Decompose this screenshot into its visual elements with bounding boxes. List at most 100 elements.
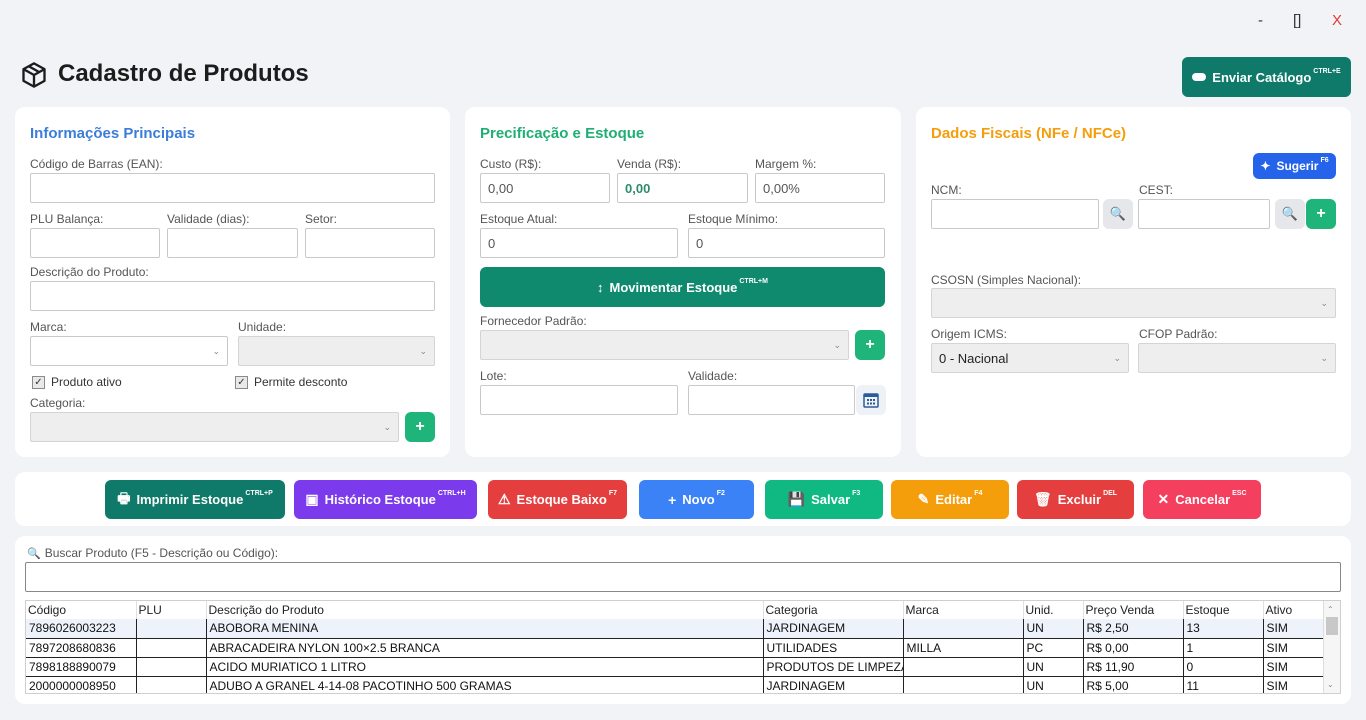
suggest-button[interactable]: ✦ Sugerir F6 xyxy=(1253,153,1336,179)
search-label-text: Buscar Produto (F5 - Descrição ou Código… xyxy=(44,546,279,560)
action-button-7[interactable]: 🗑 Excluir DEL xyxy=(1017,480,1134,519)
action-button-6[interactable]: ✎ Editar F4 xyxy=(891,480,1009,519)
table-row[interactable]: 2000000008950 ADUBO A GRANEL 4-14-08 PACO… xyxy=(26,676,1325,693)
table-row[interactable]: 7898188890079 ACIDO MURIATICO 1 LITRO PROD… xyxy=(26,657,1325,677)
allow-discount-checkbox[interactable]: ✓ Permite desconto xyxy=(235,375,347,389)
cest-input[interactable] xyxy=(1138,199,1270,229)
table-cell xyxy=(903,619,1024,639)
price-input[interactable]: 0,00 xyxy=(617,173,748,203)
brand-select[interactable]: ⌄ xyxy=(30,336,228,366)
table-cell: SIM xyxy=(1263,676,1325,693)
plus-icon: + xyxy=(1316,205,1326,222)
column-header[interactable]: Preço Venda xyxy=(1083,601,1184,619)
column-header[interactable]: Ativo xyxy=(1263,601,1325,619)
category-label: Categoria: xyxy=(30,396,86,410)
action-button-8[interactable]: ✕ Cancelar ESC xyxy=(1143,480,1261,519)
cest-search-button[interactable]: 🔍 xyxy=(1275,199,1305,229)
plu-input[interactable] xyxy=(30,228,160,258)
sector-input[interactable] xyxy=(305,228,435,258)
table-row[interactable]: 7896026003223 ABOBORA MENINA JARDINAGEM UN R… xyxy=(26,619,1325,639)
table-cell xyxy=(136,638,207,658)
main-info-panel: Informações Principais Código de Barras … xyxy=(15,107,450,457)
products-grid[interactable]: Código PLU Descrição do Produto Categoria Ma… xyxy=(25,600,1341,694)
description-input[interactable] xyxy=(30,281,435,311)
icms-origin-label: Origem ICMS: xyxy=(931,327,1008,341)
up-down-arrow-icon: ↕ xyxy=(597,279,604,295)
action-label: Novo xyxy=(682,492,715,507)
close-window-button[interactable]: X xyxy=(1332,12,1343,29)
expiry-label: Validade: xyxy=(688,369,738,383)
validity-days-input[interactable] xyxy=(167,228,298,258)
chevron-down-icon: ⌄ xyxy=(833,340,841,350)
table-cell: ADUBO A GRANEL 4-14-08 PACOTINHO 500 GRA… xyxy=(206,676,764,693)
expiry-input[interactable] xyxy=(688,385,855,415)
action-button-2[interactable]: ▣ Histórico Estoque CTRL+H xyxy=(294,480,477,519)
column-header[interactable]: Unid. xyxy=(1023,601,1084,619)
search-icon: 🔍 xyxy=(1109,206,1127,221)
chevron-down-icon: ⌄ xyxy=(1320,353,1328,363)
table-cell: ABOBORA MENINA xyxy=(206,619,764,639)
chevron-down-icon: ⌄ xyxy=(212,346,220,356)
margin-input[interactable]: 0,00% xyxy=(755,173,885,203)
action-label: Estoque Baixo xyxy=(516,492,607,507)
warning-icon: ⚠ xyxy=(497,491,511,507)
search-icon: 🔍 xyxy=(27,547,41,560)
table-scrollbar[interactable]: ⌃ ⌄ xyxy=(1323,601,1340,693)
send-catalog-button[interactable]: Enviar Catálogo CTRL+E xyxy=(1182,57,1351,97)
supplier-label: Fornecedor Padrão: xyxy=(480,314,587,328)
column-header[interactable]: Categoria xyxy=(763,601,904,619)
table-cell: 7896026003223 xyxy=(26,619,137,639)
csosn-select[interactable]: ⌄ xyxy=(931,288,1336,318)
table-cell: UN xyxy=(1023,657,1084,677)
brand-label: Marca: xyxy=(30,320,67,334)
supplier-select[interactable]: ⌄ xyxy=(480,330,849,360)
add-supplier-button[interactable]: + xyxy=(855,330,885,360)
table-cell: 0 xyxy=(1183,657,1264,677)
column-header[interactable]: Marca xyxy=(903,601,1024,619)
add-category-button[interactable]: + xyxy=(405,412,435,442)
move-stock-button[interactable]: ↕ Movimentar Estoque CTRL+M xyxy=(480,267,885,307)
current-stock-input[interactable]: 0 xyxy=(480,228,678,258)
table-cell: UN xyxy=(1023,619,1084,639)
action-label: Editar xyxy=(935,492,973,507)
search-input[interactable] xyxy=(25,562,1341,592)
table-cell: ABRACADEIRA NYLON 100×2.5 BRANCA xyxy=(206,638,764,658)
table-cell: R$ 11,90 xyxy=(1083,657,1184,677)
action-button-3[interactable]: ⚠ Estoque Baixo F7 xyxy=(488,480,627,519)
unit-select[interactable]: ⌄ xyxy=(238,336,435,366)
table-cell: SIM xyxy=(1263,657,1325,677)
chevron-down-icon: ⌄ xyxy=(1113,353,1121,363)
add-cest-button[interactable]: + xyxy=(1306,199,1336,229)
barcode-input[interactable] xyxy=(30,173,435,203)
action-button-4[interactable]: + Novo F2 xyxy=(639,480,754,519)
table-row[interactable]: 7897208680836 ABRACADEIRA NYLON 100×2.5 B… xyxy=(26,638,1325,658)
minimize-button[interactable]: - xyxy=(1258,12,1263,29)
maximize-button[interactable]: [] xyxy=(1293,12,1302,29)
column-header[interactable]: Código xyxy=(26,601,137,619)
ncm-label: NCM: xyxy=(931,183,962,197)
column-header[interactable]: Estoque xyxy=(1183,601,1264,619)
cest-label: CEST: xyxy=(1139,183,1174,197)
action-button-1[interactable]: 🖶 Imprimir Estoque CTRL+P xyxy=(105,480,285,519)
lot-label: Lote: xyxy=(480,369,507,383)
cfop-select[interactable]: ⌄ xyxy=(1138,343,1336,373)
ncm-input[interactable] xyxy=(931,199,1099,229)
action-label: Histórico Estoque xyxy=(324,492,436,507)
lot-input[interactable] xyxy=(480,385,678,415)
icms-origin-select[interactable]: 0 - Nacional ⌄ xyxy=(931,343,1129,373)
table-cell xyxy=(903,676,1024,693)
category-select[interactable]: ⌄ xyxy=(30,412,399,442)
column-header[interactable]: Descrição do Produto xyxy=(206,601,764,619)
cost-input[interactable]: 0,00 xyxy=(480,173,610,203)
min-stock-input[interactable]: 0 xyxy=(688,228,885,258)
products-table: Código PLU Descrição do Produto Categoria Ma… xyxy=(26,601,1325,693)
ncm-search-button[interactable]: 🔍 xyxy=(1103,199,1133,229)
column-header[interactable]: PLU xyxy=(136,601,207,619)
plus-icon: + xyxy=(415,418,425,435)
sector-label: Setor: xyxy=(305,212,338,226)
search-label: 🔍 Buscar Produto (F5 - Descrição ou Códi… xyxy=(27,546,278,560)
action-button-5[interactable]: 💾 Salvar F3 xyxy=(765,480,883,519)
active-product-checkbox[interactable]: ✓ Produto ativo xyxy=(32,375,122,389)
calendar-button[interactable] xyxy=(856,385,886,415)
scroll-thumb[interactable] xyxy=(1326,617,1338,635)
